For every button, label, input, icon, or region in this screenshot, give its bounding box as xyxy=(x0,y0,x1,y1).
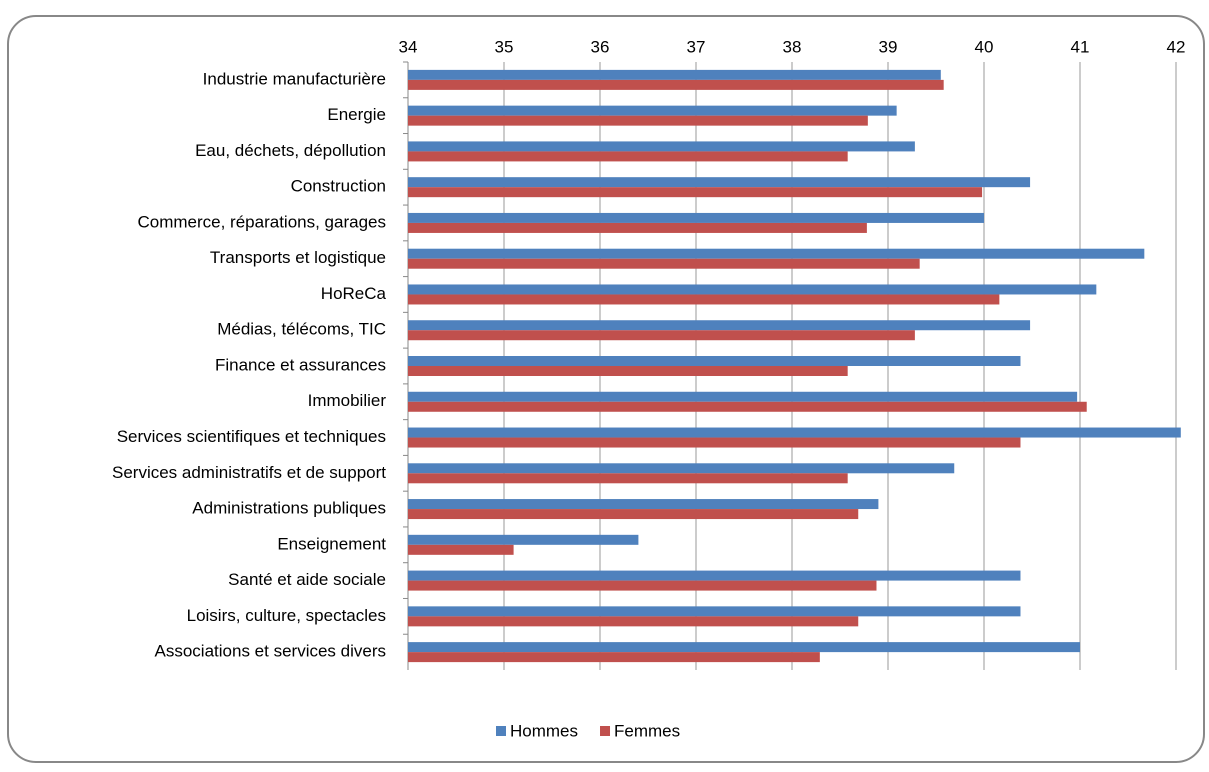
bar xyxy=(408,222,867,233)
bar xyxy=(408,141,915,152)
bar xyxy=(408,499,879,510)
x-tick-label: 35 xyxy=(495,37,514,56)
bar xyxy=(408,105,897,116)
bar xyxy=(408,79,944,90)
y-tick-label: Services administratifs et de support xyxy=(112,463,386,482)
bar xyxy=(408,151,848,162)
bar xyxy=(408,391,1078,402)
bar xyxy=(408,652,820,663)
legend-label: Femmes xyxy=(614,721,680,740)
bar xyxy=(408,320,1031,331)
x-tick-label: 39 xyxy=(879,37,898,56)
x-tick-label: 38 xyxy=(783,37,802,56)
y-tick-label: Energie xyxy=(327,105,386,124)
bar xyxy=(408,115,868,126)
y-tick-label: Transports et logistique xyxy=(210,248,386,267)
y-tick-label: Immobilier xyxy=(308,391,387,410)
bar xyxy=(408,258,920,269)
y-tick-label: Services scientifiques et techniques xyxy=(117,427,386,446)
x-tick-label: 41 xyxy=(1071,37,1090,56)
bar xyxy=(408,616,859,627)
bar xyxy=(408,534,639,545)
y-tick-label: Loisirs, culture, spectacles xyxy=(187,606,386,625)
x-tick-label: 42 xyxy=(1167,37,1186,56)
bar xyxy=(408,284,1097,295)
bar xyxy=(408,356,1021,366)
bar xyxy=(408,69,941,80)
bar xyxy=(408,294,1000,305)
bar xyxy=(408,366,848,376)
y-tick-label: Commerce, réparations, garages xyxy=(137,212,386,231)
y-tick-label: Finance et assurances xyxy=(215,355,386,374)
bar xyxy=(408,330,915,341)
bar xyxy=(408,248,1145,259)
bar xyxy=(408,427,1181,438)
y-tick-label: Médias, télécoms, TIC xyxy=(217,320,386,339)
x-tick-label: 40 xyxy=(975,37,994,56)
bar xyxy=(408,606,1021,617)
bar xyxy=(408,187,983,198)
legend-label: Hommes xyxy=(510,721,578,740)
bar xyxy=(408,642,1080,653)
bar xyxy=(408,509,859,520)
legend-swatch xyxy=(600,726,611,736)
bar xyxy=(408,570,1021,581)
bar xyxy=(408,212,984,223)
x-tick-label: 36 xyxy=(591,37,610,56)
bar xyxy=(408,544,514,555)
bar xyxy=(408,401,1087,412)
y-tick-label: Construction xyxy=(291,177,386,196)
y-tick-label: Santé et aide sociale xyxy=(228,570,386,589)
y-tick-label: Enseignement xyxy=(277,534,386,553)
bar xyxy=(408,437,1021,448)
bar xyxy=(408,580,877,591)
bar xyxy=(408,177,1031,188)
bar xyxy=(408,463,955,474)
x-tick-label: 34 xyxy=(399,37,418,56)
y-tick-label: Administrations publiques xyxy=(192,499,386,518)
y-tick-label: Eau, déchets, dépollution xyxy=(195,141,386,160)
bar xyxy=(408,473,848,484)
x-tick-label: 37 xyxy=(687,37,706,56)
y-tick-label: Industrie manufacturière xyxy=(203,69,386,88)
legend-swatch xyxy=(496,726,506,736)
y-tick-label: HoReCa xyxy=(321,284,387,303)
y-tick-label: Associations et services divers xyxy=(155,642,386,661)
